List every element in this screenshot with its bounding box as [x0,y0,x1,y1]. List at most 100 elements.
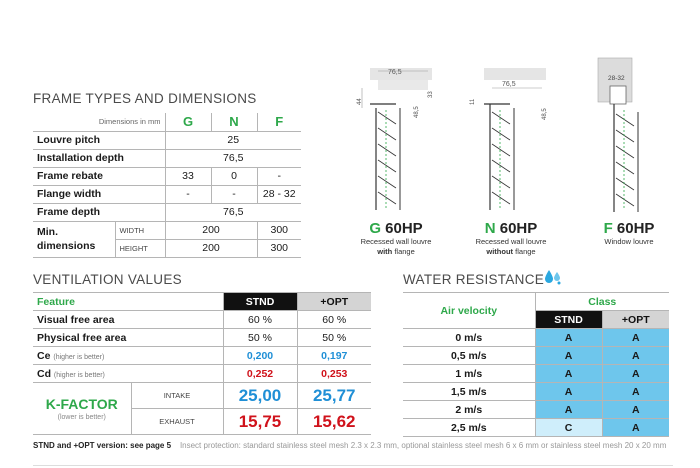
intake-stnd: 25,00 [222,382,298,409]
frame-rebate-g: 33 [164,166,212,186]
feature-header: Feature [33,292,224,311]
frame-f-diagram: 28-32 [597,57,639,212]
class-stnd-0: A [534,328,603,347]
height-sublabel: HEIGHT [114,238,166,258]
dimensions-unit-label: Dimensions in mm [98,117,161,127]
exhaust-stnd: 15,75 [222,408,298,435]
label-g-letter: G [369,220,381,237]
table-row: 1,5 m/s A A [403,382,669,401]
velocity-4: 2 m/s [403,400,536,419]
type-letter-f: F [256,113,301,132]
class-stnd-3: A [534,382,603,401]
velocity-2: 1 m/s [403,364,536,383]
ventilation-title: VENTILATION VALUES [33,272,182,287]
label-g-line2-bold: with [377,246,393,256]
k-factor-title: K-FACTOR [45,395,118,412]
min-dimensions-label: Min. dimensions [33,220,116,258]
cd-stnd: 0,252 [222,364,298,383]
label-g-model: 60HP [380,220,423,237]
dim-28-32-f: 28-32 [608,75,625,82]
label-n-line1: Recessed wall louvre [475,237,547,246]
vent-opt-header: +OPT [296,292,371,311]
velocity-1: 0,5 m/s [403,346,536,365]
dim-76-5-n: 76,5 [502,81,516,88]
installation-depth-value: 76,5 [164,148,301,168]
ventilation-table: Feature STND +OPT Visual free area 60 % … [33,292,371,435]
cd-label: Cd [37,367,51,380]
vent-stnd-header: STND [222,292,298,311]
min-height-gn: 200 [164,238,258,258]
k-factor-note: (lower is better) [57,414,106,422]
bottom-divider [33,465,673,466]
label-n-model: 60HP [495,220,538,237]
water-stnd-header: STND [534,310,603,329]
footnote: STND and +OPT version: see page 5 Insect… [33,441,666,450]
velocity-0: 0 m/s [403,328,536,347]
table-row: 1 m/s A A [403,364,669,383]
label-n-line2-rest: flange [513,246,536,256]
label-g-line1: Recessed wall louvre [360,237,432,246]
min-width-gn: 200 [164,220,258,240]
class-stnd-2: A [534,364,603,383]
label-f-model: 60HP [612,220,655,237]
air-velocity-header: Air velocity [403,292,536,329]
class-opt-3: A [601,382,669,401]
class-stnd-5: C [534,418,603,437]
class-stnd-1: A [534,346,603,365]
visual-free-area-label: Visual free area [33,310,224,329]
cd-note: (higher is better) [53,371,105,379]
label-n-line2-bold: without [486,246,514,256]
table-row: 2 m/s A A [403,400,669,419]
louvre-pitch-value: 25 [164,130,301,150]
water-drops-icon [545,270,561,285]
visual-free-area-stnd: 60 % [222,310,298,329]
dim-48-5-g: 48,5 [414,106,420,118]
type-letter-g: G [164,113,212,132]
cd-row-label: Cd (higher is better) [33,364,224,383]
label-n-60hp: N 60HP Recessed wall louvre without flan… [451,220,571,257]
k-factor-label: K-FACTOR (lower is better) [33,382,132,435]
class-stnd-4: A [534,400,603,419]
intake-opt: 25,77 [296,382,371,409]
ce-note: (higher is better) [53,353,105,361]
label-f-line1: Window louvre [604,237,654,246]
dim-76-5-g: 76,5 [388,69,402,76]
frame-rebate-n: 0 [210,166,258,186]
visual-free-area-opt: 60 % [296,310,371,329]
frame-n-diagram: 76,5 11 48,5 [470,68,548,210]
ce-label: Ce [37,349,51,362]
dim-33-g: 33 [428,91,434,98]
velocity-3: 1,5 m/s [403,382,536,401]
frame-rebate-f: - [256,166,301,186]
table-row: 0 m/s A A [403,328,669,347]
label-f-letter: F [603,220,613,237]
flange-width-n: - [210,184,258,204]
flange-width-f: 28 - 32 [256,184,301,204]
exhaust-opt: 15,62 [296,408,371,435]
exhaust-label: EXHAUST [130,408,224,435]
table-row: 0,5 m/s A A [403,346,669,365]
width-sublabel: WIDTH [114,220,166,240]
velocity-5: 2,5 m/s [403,418,536,437]
water-resistance-title: WATER RESISTANCE [403,272,545,287]
class-opt-0: A [601,328,669,347]
water-resistance-table: Air velocity Class STND +OPT 0 m/s A A 0… [403,292,669,437]
label-f-60hp: F 60HP Window louvre [569,220,689,247]
min-height-f: 300 [256,238,301,258]
installation-depth-label: Installation depth [33,148,166,168]
physical-free-area-label: Physical free area [33,328,224,347]
water-opt-header: +OPT [601,310,669,329]
dim-11-n: 11 [470,98,476,105]
footnote-insect-note: Insect protection: standard stainless st… [179,441,667,450]
ce-row-label: Ce (higher is better) [33,346,224,365]
flange-width-g: - [164,184,212,204]
class-header: Class [534,292,669,311]
louvre-pitch-label: Louvre pitch [33,130,166,150]
frame-depth-value: 76,5 [164,202,301,222]
footnote-version-note: STND and +OPT version: see page 5 [33,441,172,450]
label-g-line2-rest: flange [392,246,415,256]
ce-opt: 0,197 [296,346,371,365]
type-letter-n: N [210,113,258,132]
min-width-f: 300 [256,220,301,240]
class-opt-1: A [601,346,669,365]
